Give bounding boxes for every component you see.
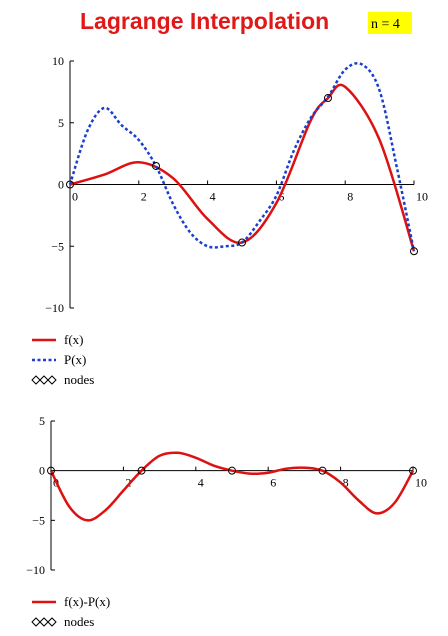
node-marker: [318, 466, 327, 475]
n-badge: [368, 12, 412, 34]
legend-nodes-icon: [39, 375, 49, 385]
legend-nodes-icon: [31, 617, 41, 627]
legend-nodes-icon: [47, 375, 57, 385]
legend-nodes-icon: [47, 617, 57, 627]
node-marker: [66, 180, 74, 189]
top-plot: −10 −5 0 5 10 0 2 4 6 8 10 f(x) P(x) nodes: [31, 54, 428, 387]
legend-nodes-icon: [31, 375, 41, 385]
node-marker: [47, 466, 55, 475]
series-p-x-line: [68, 61, 416, 252]
y-tick-label: 5: [58, 116, 64, 130]
node-marker: [410, 247, 418, 256]
legend-label: nodes: [64, 372, 94, 387]
node-marker: [228, 466, 236, 475]
y-tick-label: −5: [32, 513, 45, 527]
x-tick-label: 8: [343, 476, 349, 490]
node-marker: [238, 238, 246, 247]
y-tick-label: 0: [39, 464, 45, 478]
legend-nodes-icon: [39, 617, 49, 627]
y-tick-label: −5: [51, 239, 64, 253]
legend-label: f(x): [64, 332, 84, 347]
y-tick-label: 5: [39, 414, 45, 428]
node-marker: [137, 466, 146, 475]
legend-label: f(x)-P(x): [64, 594, 110, 609]
x-tick-label: 6: [278, 190, 284, 204]
chart-title: Lagrange Interpolation: [80, 8, 329, 34]
y-tick-label: 0: [58, 178, 64, 192]
x-tick-label: 2: [141, 190, 147, 204]
node-marker: [324, 94, 332, 103]
x-tick-label: 2: [125, 476, 131, 490]
x-tick-label: 6: [270, 476, 276, 490]
x-tick-label: 10: [415, 476, 427, 490]
legend-label: P(x): [64, 352, 86, 367]
y-tick-label: −10: [45, 301, 64, 315]
x-tick-label: 0: [72, 190, 78, 204]
legend-label: nodes: [64, 614, 94, 629]
series-f-x-p-x-line: [49, 451, 415, 522]
n-badge-text: n = 4: [371, 17, 400, 32]
node-marker: [409, 466, 417, 475]
y-tick-label: 10: [52, 54, 64, 68]
x-tick-label: 10: [416, 190, 428, 204]
x-tick-label: 8: [347, 190, 353, 204]
y-tick-label: −10: [26, 563, 45, 577]
x-tick-label: 4: [210, 190, 216, 204]
series-f-x-line: [69, 83, 416, 252]
x-tick-label: 4: [198, 476, 204, 490]
node-marker: [152, 161, 160, 170]
